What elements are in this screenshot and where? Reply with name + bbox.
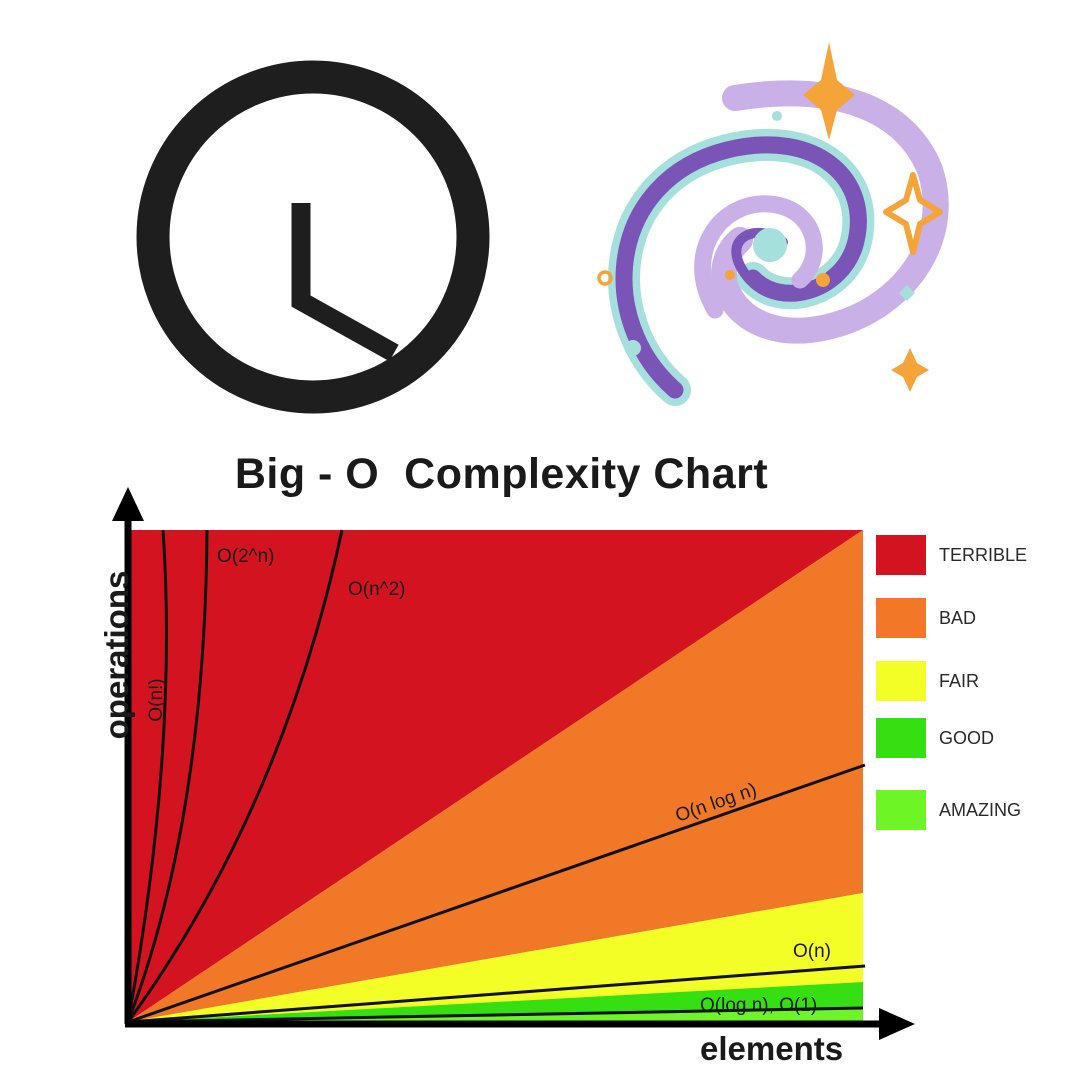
legend-item-amazing: AMAZING [876, 790, 1076, 830]
galaxy-arm-outer [711, 80, 949, 344]
legend-item-bad: BAD [876, 598, 1076, 638]
legend-swatch [876, 661, 926, 701]
legend-label: BAD [939, 608, 977, 628]
curve-label-o-n-: O(n!) [146, 678, 167, 721]
complexity-regions [128, 530, 863, 1022]
curve-o-n- [127, 964, 866, 1024]
star-dot [725, 270, 735, 280]
x-axis-label: elements [700, 1030, 844, 1067]
legend-label: FAIR [939, 671, 980, 691]
y-axis-label: operations [98, 570, 135, 740]
sparkle-right [883, 172, 943, 255]
legend-item-fair: FAIR [876, 661, 1076, 701]
sparkle-top [803, 42, 855, 140]
clock-illustration [128, 55, 498, 425]
region-fair [128, 893, 863, 1022]
chart-legend: TERRIBLE BAD FAIR GOOD AMAZING [876, 535, 1076, 835]
star-dot [816, 273, 830, 287]
curve-label-o-n-2-: O(n^2) [348, 579, 405, 600]
star-dot [625, 340, 641, 356]
legend-label: AMAZING [939, 800, 1022, 820]
region-bad [128, 530, 863, 1022]
legend-label: GOOD [939, 728, 995, 748]
clock-icon [136, 60, 490, 414]
sparkle-bottom [891, 348, 929, 392]
curve-o-n-2- [126, 529, 344, 1023]
legend-item-good: GOOD [876, 718, 1076, 758]
star-dot [772, 111, 782, 121]
legend-swatch [876, 598, 926, 638]
curve-o-log-n-o-1- [127, 1006, 864, 1024]
legend-swatch [876, 535, 926, 575]
curve-label-o-log-n-o-1-: O(log n), O(1) [700, 995, 817, 1016]
galaxy-core [753, 228, 787, 262]
curve-o-n- [126, 529, 168, 1023]
curve-o-2-n- [126, 529, 209, 1023]
clock-face [136, 60, 490, 414]
y-axis-arrow [112, 487, 144, 521]
galaxy-icon [597, 42, 949, 406]
star-dot [597, 270, 613, 286]
galaxy-arm-inner [694, 195, 823, 319]
galaxy-illustration [555, 30, 995, 410]
curve-label-o-n-: O(n) [793, 941, 831, 962]
chart-title: Big - O Complexity Chart [234, 450, 769, 498]
region-good [128, 982, 863, 1022]
legend-item-terrible: TERRIBLE [876, 535, 1076, 575]
x-axis-arrow [879, 1008, 915, 1040]
legend-swatch [876, 790, 926, 830]
legend-label: TERRIBLE [939, 545, 1028, 565]
clock-hands [291, 203, 399, 362]
chart-axes [112, 487, 915, 1040]
legend-swatch [876, 718, 926, 758]
curve-label-o-2-n-: O(2^n) [217, 546, 274, 567]
curve-o-n-log-n- [127, 763, 866, 1024]
star-dot [899, 285, 915, 301]
